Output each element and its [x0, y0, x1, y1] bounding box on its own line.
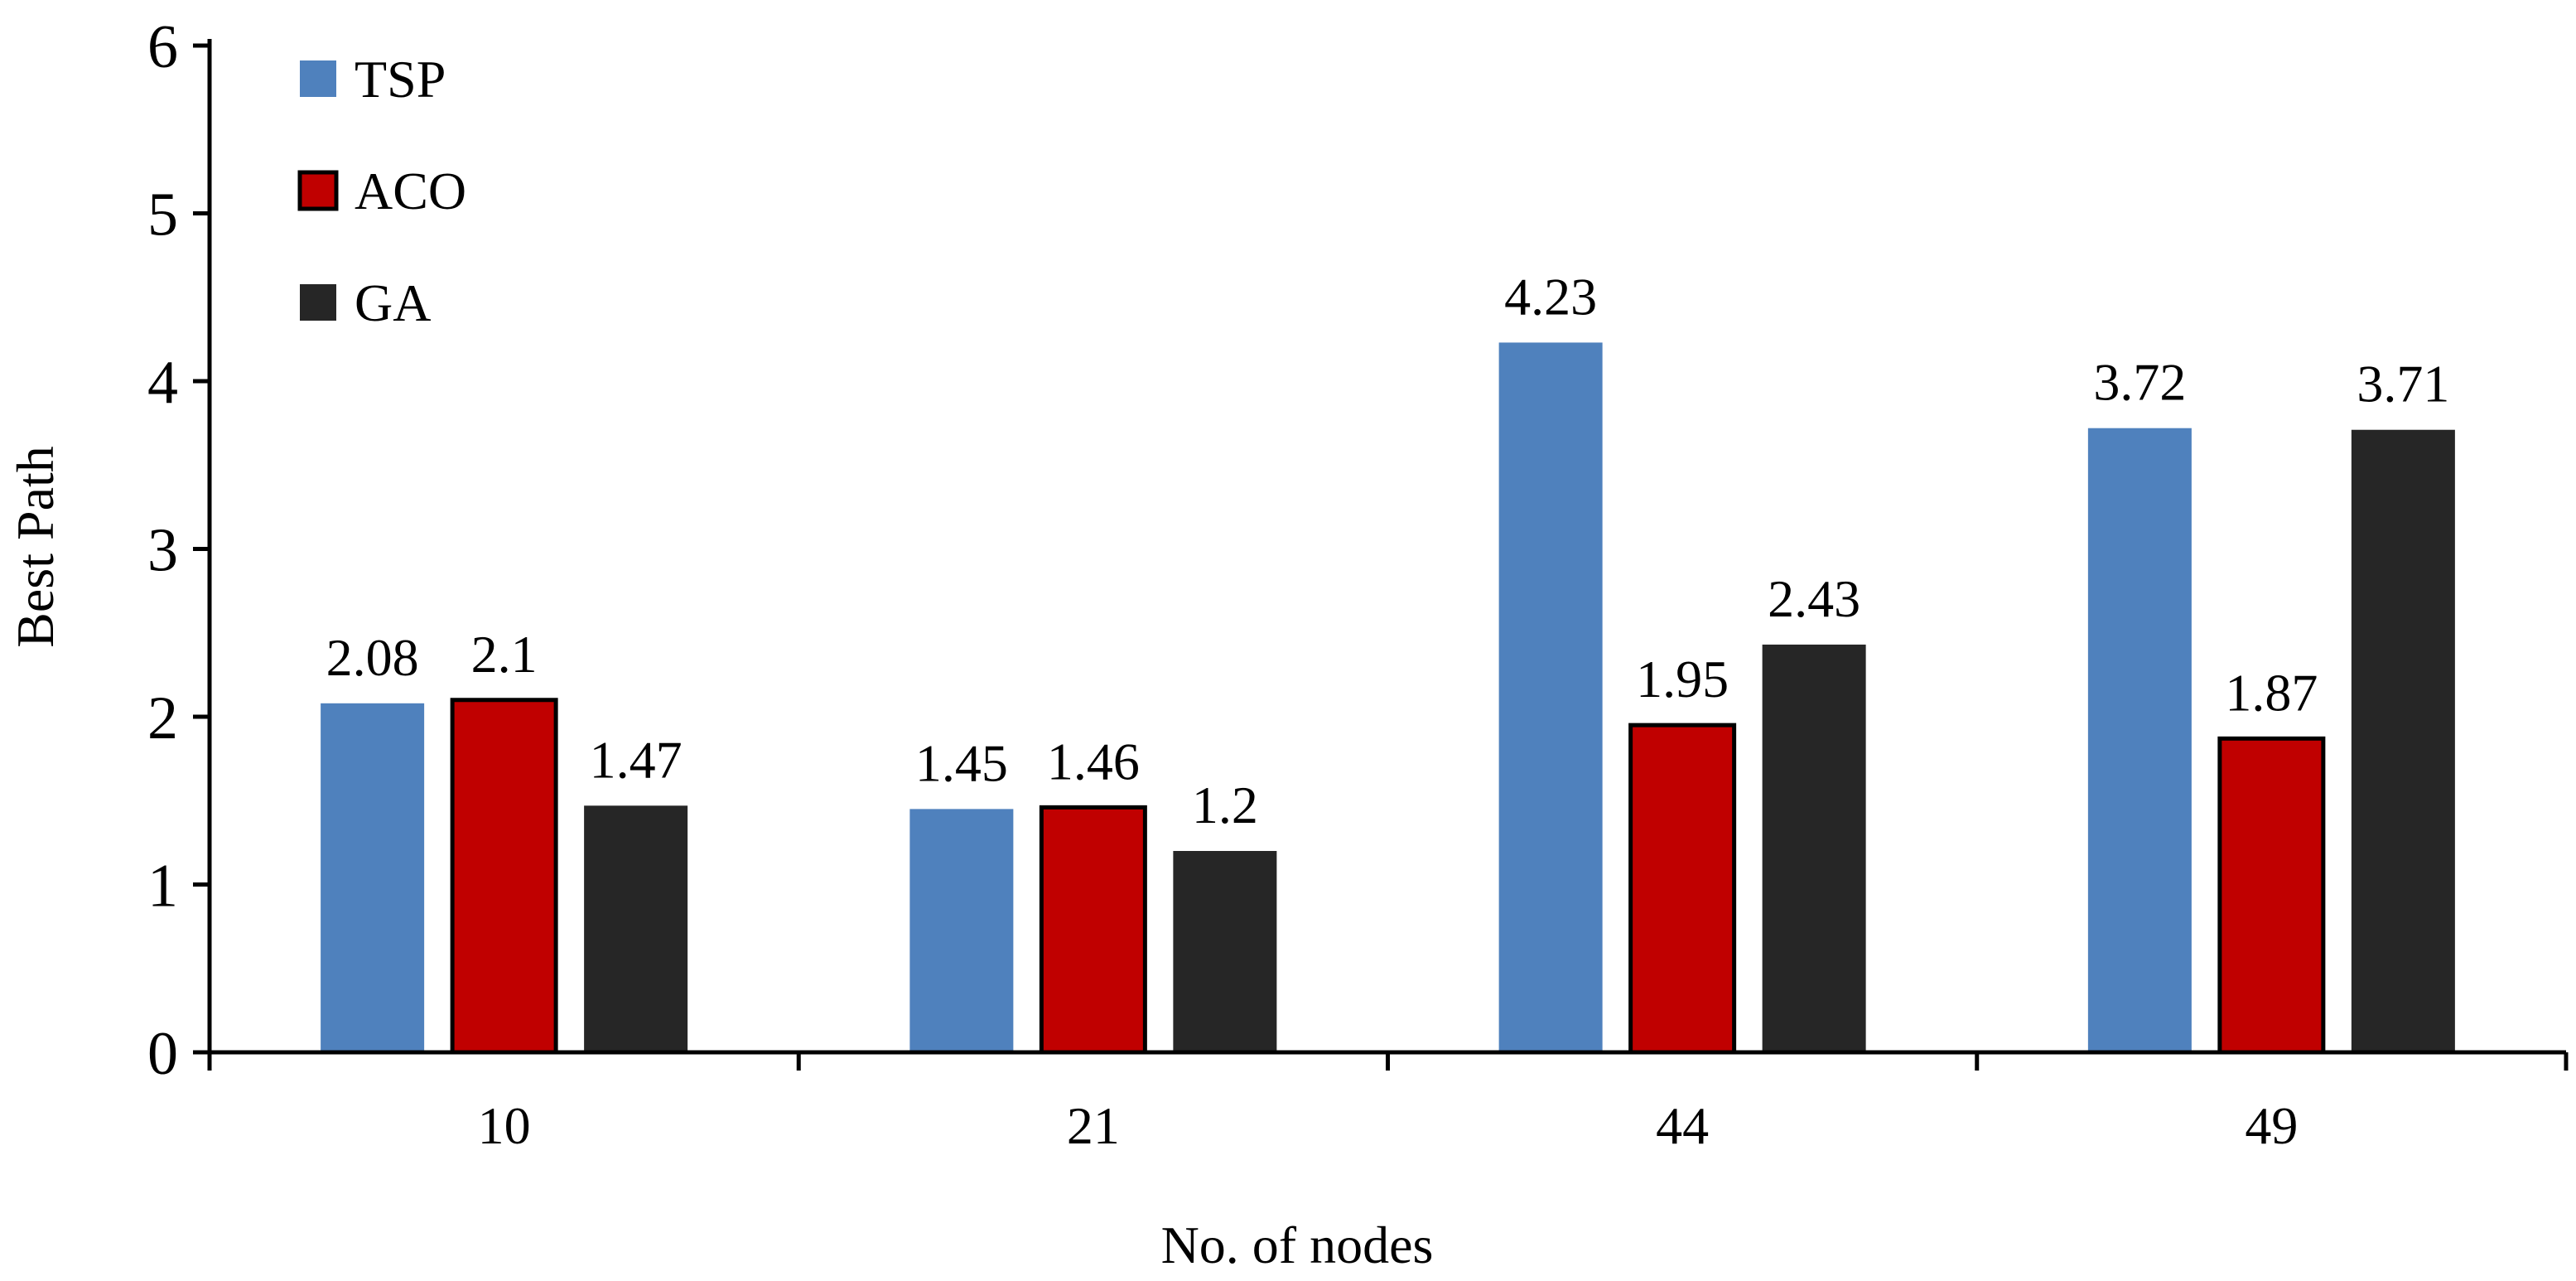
x-tick-label-49: 49 — [2245, 1096, 2298, 1155]
data-label-ga-49: 3.71 — [2357, 355, 2449, 413]
data-label-aco-21: 1.46 — [1047, 732, 1140, 790]
x-axis-title: No. of nodes — [1161, 1216, 1434, 1274]
legend-label-tsp: TSP — [355, 50, 446, 109]
legend-label-ga: GA — [355, 273, 431, 332]
data-label-aco-49: 1.87 — [2225, 663, 2318, 722]
data-label-ga-10: 1.47 — [590, 730, 683, 789]
x-tick-label-44: 44 — [1656, 1096, 1709, 1155]
bar-ga-49 — [2351, 429, 2455, 1052]
data-label-tsp-44: 4.23 — [1504, 267, 1597, 326]
data-label-tsp-10: 2.08 — [326, 628, 419, 687]
bar-tsp-44 — [1498, 342, 1603, 1052]
bar-aco-44 — [1628, 723, 1737, 1055]
legend: TSP ACO GA — [297, 50, 466, 332]
bar-aco-10 — [450, 698, 558, 1055]
bar-tsp-49 — [2087, 428, 2192, 1052]
y-tick-label-1: 1 — [147, 853, 178, 921]
legend-swatch-tsp — [300, 60, 336, 97]
bars-layer — [321, 342, 2455, 1055]
data-label-tsp-21: 1.45 — [915, 733, 1008, 792]
bar-tsp-10 — [321, 703, 425, 1052]
x-tick-label-10: 10 — [478, 1096, 531, 1155]
axes-layer: 0 1 2 3 4 5 6 10 21 44 49 — [147, 13, 2569, 1155]
y-tick-label-5: 5 — [147, 181, 178, 249]
bar-tsp-21 — [909, 809, 1014, 1052]
data-label-ga-44: 2.43 — [1768, 569, 1860, 628]
bar-ga-44 — [1762, 644, 1866, 1052]
y-tick-label-2: 2 — [147, 684, 178, 752]
bar-aco-21 — [1039, 805, 1147, 1055]
y-tick-label-3: 3 — [147, 517, 178, 585]
legend-swatch-aco — [297, 170, 339, 211]
bar-ga-21 — [1173, 851, 1277, 1052]
legend-label-aco: ACO — [355, 162, 466, 220]
data-labels-layer: 2.08 2.1 1.47 1.45 1.46 1.2 4.23 1.95 2.43 3.72 1.… — [326, 267, 2450, 834]
bar-ga-10 — [584, 805, 688, 1052]
y-tick-label-6: 6 — [147, 13, 178, 81]
y-tick-label-0: 0 — [147, 1020, 178, 1088]
legend-swatch-ga — [300, 284, 336, 321]
data-label-tsp-49: 3.72 — [2093, 353, 2186, 412]
x-tick-label-21: 21 — [1067, 1096, 1120, 1155]
data-label-ga-21: 1.2 — [1192, 776, 1258, 834]
y-axis-title: Best Path — [6, 446, 65, 648]
y-tick-label-4: 4 — [147, 349, 178, 417]
data-label-aco-44: 1.95 — [1636, 650, 1729, 708]
bar-aco-49 — [2217, 736, 2326, 1055]
data-label-aco-10: 2.1 — [471, 625, 538, 684]
